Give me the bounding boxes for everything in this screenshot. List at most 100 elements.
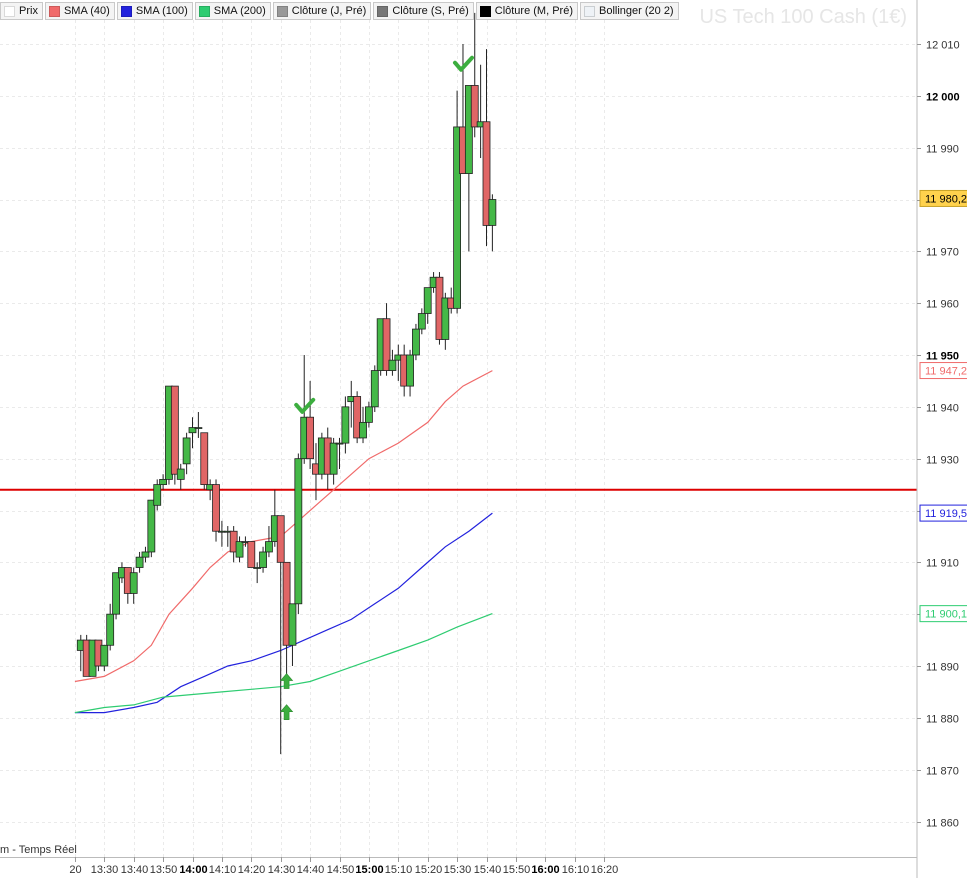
candle-body: [406, 354, 414, 387]
candle[interactable]: [153, 479, 162, 511]
candle[interactable]: [412, 323, 420, 361]
candle-body: [441, 297, 450, 340]
time-tick-label: 15:10: [385, 864, 413, 876]
price-tick-label: 11 940: [926, 403, 959, 415]
candle[interactable]: [359, 406, 367, 444]
candle-body: [147, 499, 156, 553]
candle-body: [188, 427, 197, 434]
legend-swatch: [584, 5, 595, 17]
candle-body: [176, 468, 185, 480]
legend-swatch: [276, 5, 288, 17]
candle-body: [453, 126, 462, 309]
candle[interactable]: [212, 479, 220, 542]
candle-body: [253, 567, 262, 569]
candle[interactable]: [341, 396, 350, 454]
price-tick-label: 11 990: [926, 144, 959, 156]
candle[interactable]: [464, 85, 473, 252]
candle[interactable]: [147, 499, 156, 558]
candle-body: [482, 121, 491, 226]
candle[interactable]: [470, 12, 479, 138]
candle[interactable]: [253, 562, 262, 584]
time-tick-label: 13:30: [91, 864, 119, 876]
candle-body: [341, 406, 350, 444]
candle[interactable]: [247, 541, 256, 568]
candle-body: [182, 437, 191, 465]
legend-label: SMA (200): [213, 5, 266, 17]
candle[interactable]: [259, 546, 267, 573]
time-tick-label: 13:40: [121, 864, 149, 876]
candle[interactable]: [382, 303, 391, 376]
candle[interactable]: [182, 432, 191, 475]
legend-item[interactable]: Bollinger (20 2): [580, 2, 679, 20]
candle-body: [417, 313, 426, 330]
candle[interactable]: [388, 349, 397, 376]
candle-body: [353, 396, 362, 439]
legend-item[interactable]: SMA (40): [44, 2, 115, 20]
candle[interactable]: [306, 380, 315, 470]
legend-label: SMA (40): [63, 5, 110, 17]
candle[interactable]: [335, 437, 344, 470]
legend-item[interactable]: Prix: [0, 2, 43, 20]
candle[interactable]: [176, 463, 185, 490]
price-tick-label: 11 910: [926, 558, 959, 570]
candle-body: [359, 421, 367, 439]
candle-body: [335, 442, 344, 445]
candle-body: [153, 484, 162, 506]
legend-label: SMA (100): [135, 5, 188, 17]
data-feed-label: m - Temps Réel: [0, 844, 77, 856]
candle[interactable]: [441, 292, 450, 350]
candle-body: [159, 478, 168, 485]
candle[interactable]: [482, 49, 491, 247]
candle[interactable]: [276, 515, 285, 755]
candle[interactable]: [423, 287, 432, 324]
candle-body: [306, 416, 315, 460]
check-signal-icon: [294, 397, 316, 414]
legend-item[interactable]: Clôture (S, Pré): [373, 2, 474, 20]
time-tick-label: 16:20: [591, 864, 619, 876]
legend-item[interactable]: Clôture (M, Pré): [475, 2, 578, 20]
legend-item[interactable]: Clôture (J, Pré): [272, 2, 372, 20]
time-tick-label: 15:00: [355, 864, 383, 876]
candle[interactable]: [106, 603, 115, 651]
time-tick-label: 15:20: [415, 864, 443, 876]
time-tick-label: 14:30: [268, 864, 296, 876]
candle[interactable]: [235, 536, 244, 563]
candle[interactable]: [294, 453, 303, 615]
candle[interactable]: [129, 567, 138, 604]
sma-price-tag-box: [919, 504, 967, 522]
time-tick-label: 15:40: [474, 864, 502, 876]
candle[interactable]: [170, 385, 179, 485]
legend-label: Clôture (M, Pré): [494, 5, 573, 17]
candle[interactable]: [135, 551, 144, 573]
legend-item[interactable]: SMA (200): [194, 2, 271, 20]
candle[interactable]: [141, 546, 150, 563]
candle[interactable]: [370, 365, 379, 413]
time-tick-label: 15:30: [444, 864, 472, 876]
candle[interactable]: [488, 194, 497, 252]
candle[interactable]: [364, 401, 373, 428]
legend-swatch: [4, 5, 15, 17]
candle[interactable]: [200, 432, 209, 490]
price-tick-label: 11 880: [926, 714, 959, 726]
candle[interactable]: [417, 308, 426, 335]
candle[interactable]: [159, 474, 168, 490]
time-axis: 20 13:30 13:40 13:50 14:00 14:10 14:20 14:30 14:…: [0, 857, 917, 876]
candle[interactable]: [353, 391, 362, 444]
candle[interactable]: [329, 437, 338, 485]
legend-item[interactable]: SMA (100): [116, 2, 193, 20]
candle[interactable]: [100, 644, 109, 672]
time-tick-label: 14:50: [327, 864, 355, 876]
candle[interactable]: [406, 349, 414, 397]
candle[interactable]: [288, 603, 297, 666]
candle[interactable]: [194, 412, 203, 438]
candle[interactable]: [453, 90, 462, 314]
candle-body: [247, 541, 256, 568]
arrow-up-signal-icon: [279, 673, 294, 689]
candle[interactable]: [188, 417, 197, 449]
candle[interactable]: [112, 572, 120, 620]
legend-swatch: [48, 5, 60, 17]
candle[interactable]: [265, 526, 273, 558]
candle-body: [112, 572, 120, 615]
